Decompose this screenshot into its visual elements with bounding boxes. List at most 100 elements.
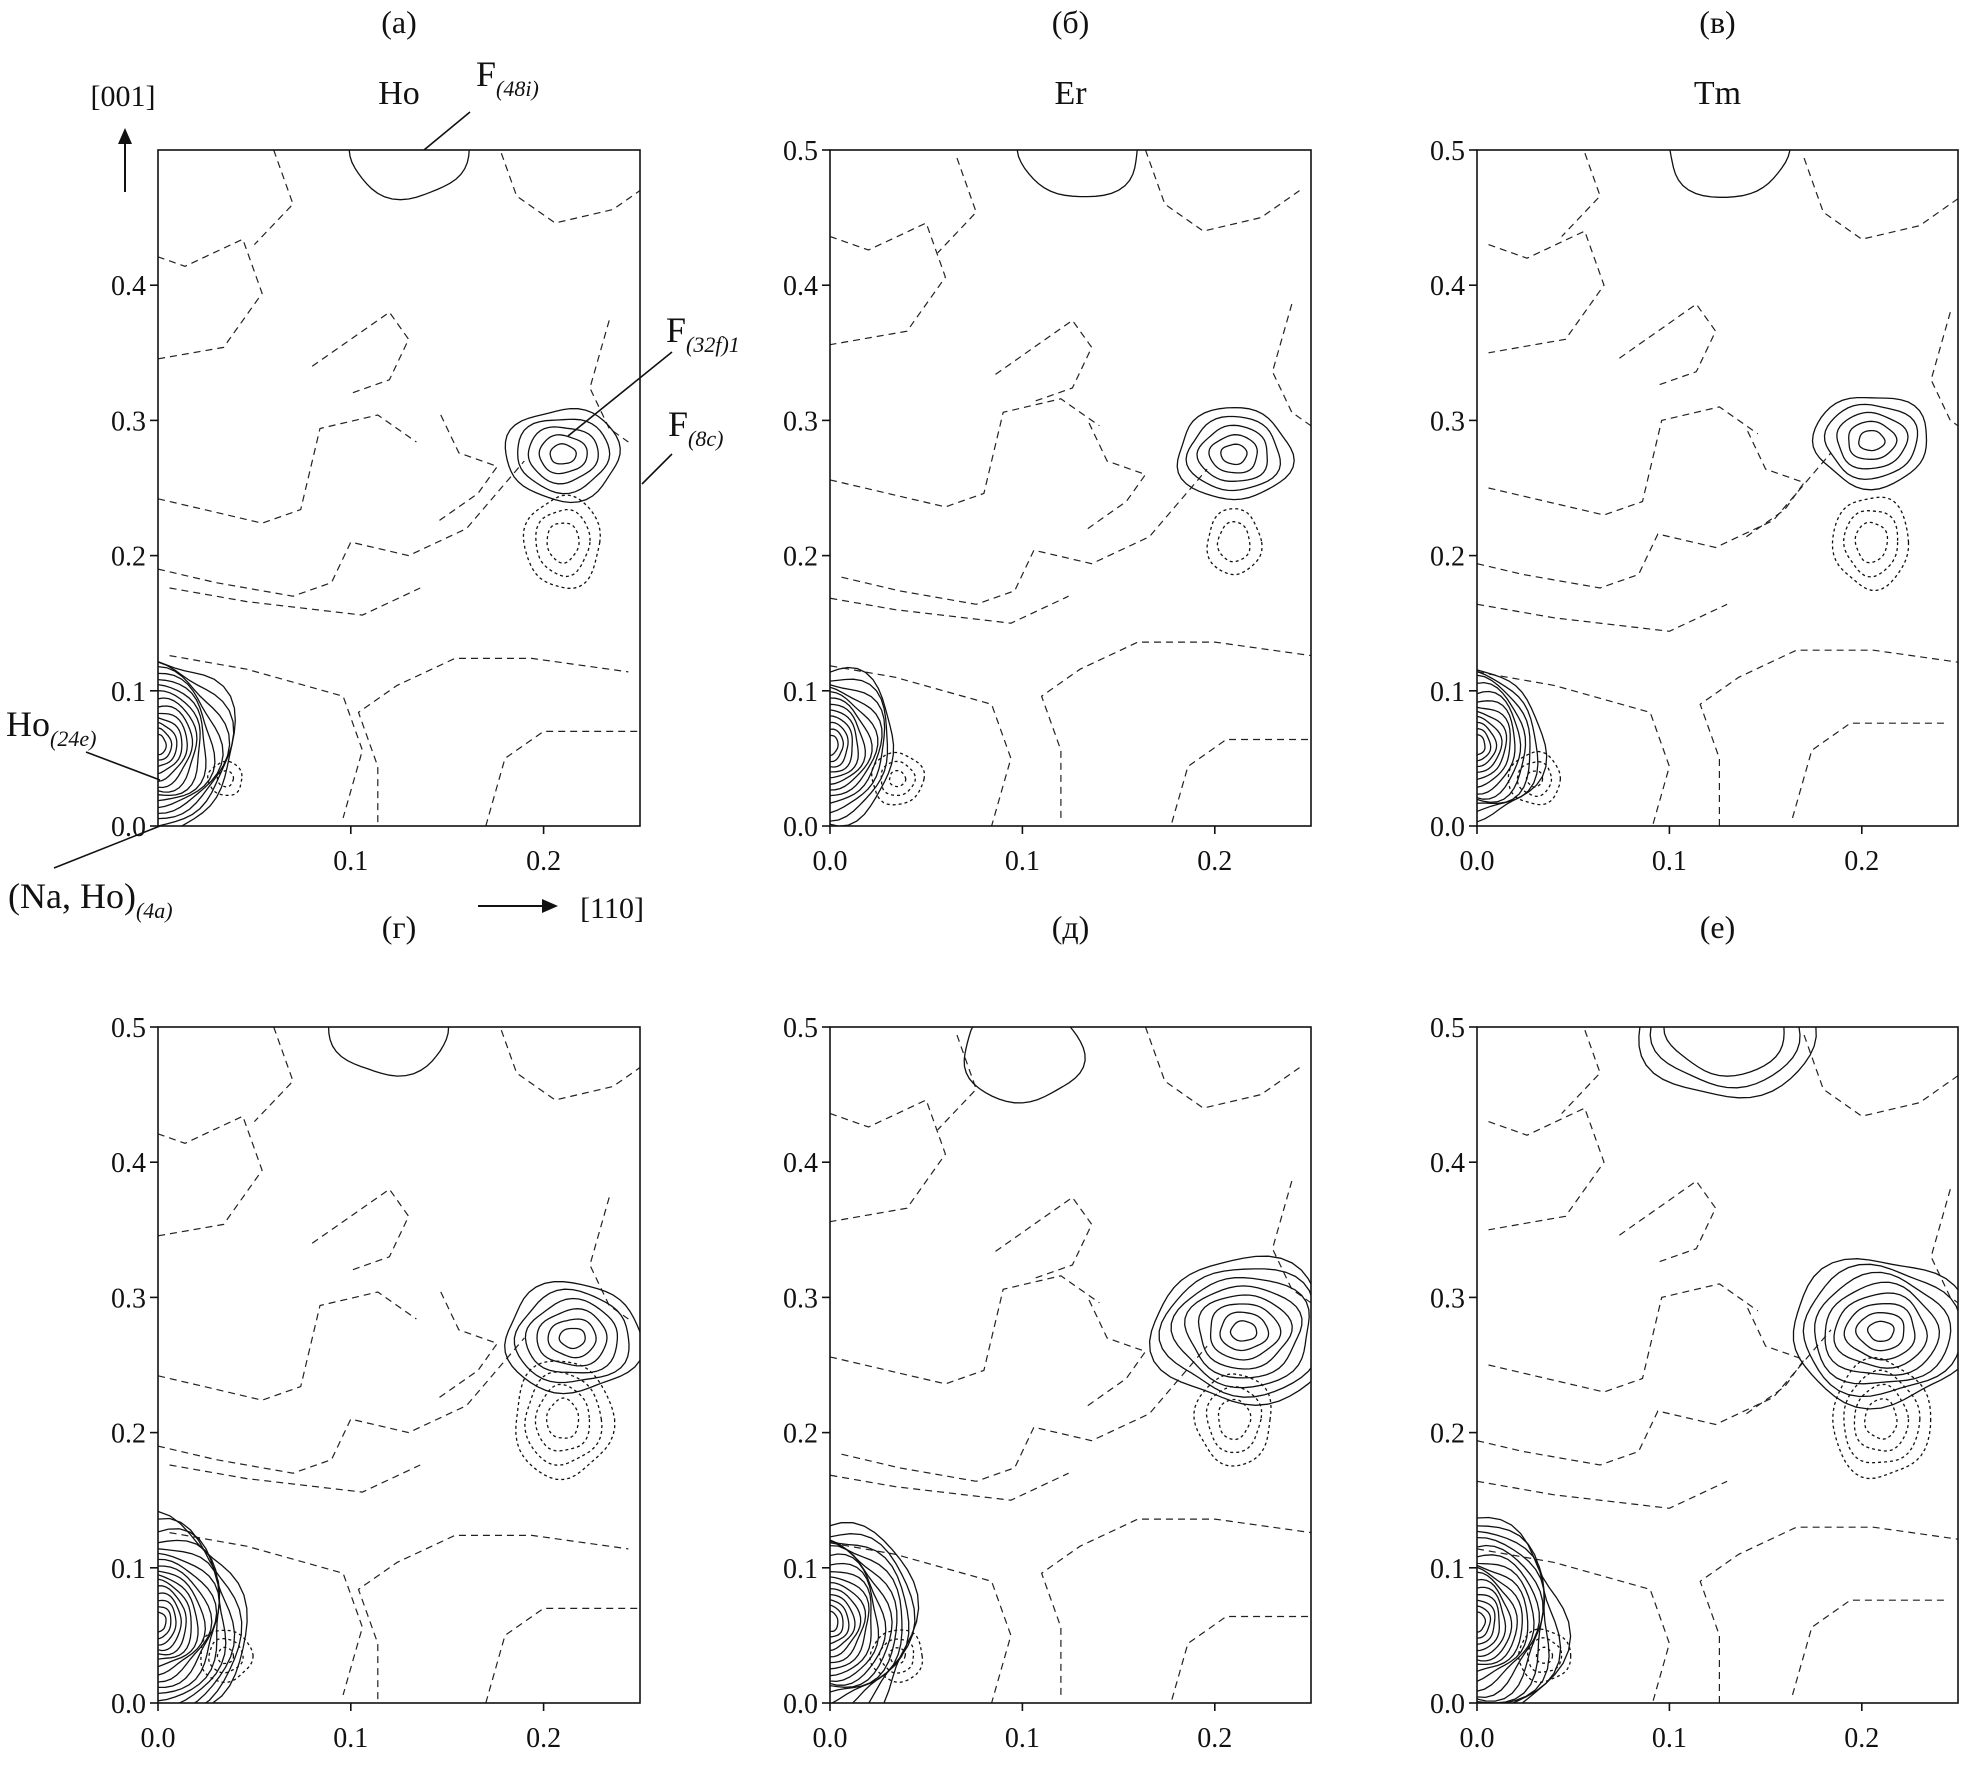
zero-contour-line: [1040, 641, 1311, 818]
zero-contour-line: [357, 657, 629, 826]
zero-contour-line: [1271, 303, 1311, 427]
negative-density-contour: [871, 751, 926, 806]
positive-density-contour: [1176, 406, 1295, 501]
zero-contour-line: [499, 150, 640, 224]
positive-density-contour: [158, 727, 173, 761]
zero-contour-line: [830, 1472, 1069, 1501]
site-annotation-base: Ho: [6, 704, 50, 744]
positive-density-contour: [1833, 1292, 1928, 1369]
y-tick-label: 0.2: [111, 542, 146, 573]
plot-frame: [1476, 1026, 1959, 1704]
positive-density-contour: [830, 1599, 850, 1645]
plot-frame: [829, 1026, 1312, 1704]
plot-frame: [829, 149, 1312, 827]
site-annotation-subscript: (48i): [496, 76, 539, 101]
negative-density-contour: [1205, 1385, 1263, 1454]
positive-density-contour: [158, 1565, 213, 1683]
positive-density-contour: [158, 733, 167, 756]
positive-density-contour: [1477, 1525, 1562, 1703]
zero-contour-line: [169, 655, 364, 819]
x-tick-label: 0.0: [141, 1723, 176, 1754]
zero-contour-line: [169, 1532, 364, 1696]
zero-contour-line: [311, 1188, 410, 1271]
negative-density-contour: [1854, 521, 1889, 564]
site-annotation: F(48i): [476, 54, 539, 101]
positive-density-contour: [1477, 1599, 1496, 1645]
positive-density-contour: [158, 705, 194, 789]
zero-contour-line: [1488, 1283, 1759, 1393]
positive-density-contour: [348, 150, 470, 201]
positive-density-contour: [1477, 1605, 1492, 1639]
panel-element-label: Tm: [1694, 75, 1741, 112]
zero-contour-line: [1170, 1615, 1311, 1703]
positive-density-contour: [830, 690, 879, 797]
positive-density-contour: [1209, 1303, 1282, 1361]
positive-density-contour: [1477, 1578, 1513, 1662]
positive-density-contour: [963, 1027, 1086, 1104]
positive-density-contour: [1836, 411, 1909, 470]
positive-density-contour: [158, 1592, 182, 1652]
y-tick-label: 0.1: [1430, 1554, 1465, 1585]
zero-contour-line: [1087, 420, 1147, 530]
positive-density-contour: [158, 1548, 221, 1702]
negative-density-contour: [1525, 770, 1544, 788]
positive-density-contour: [1477, 1516, 1572, 1703]
x-tick-label: 0.1: [333, 1723, 368, 1754]
panel-letter: (д): [1052, 909, 1090, 945]
positive-density-contour: [1477, 1566, 1523, 1672]
positive-density-contour: [1016, 150, 1138, 198]
x-tick-label: 0.1: [333, 846, 368, 877]
negative-density-contour: [515, 1360, 616, 1481]
positive-density-contour: [158, 1585, 187, 1656]
contour-panel: 0.0 0.1 0.2 0.3 0.4 0.5 0.0 0.1 0.2 (б) Er: [783, 4, 1312, 877]
negative-density-contour: [535, 508, 591, 578]
zero-contour-line: [830, 1099, 947, 1223]
positive-density-contour: [830, 1562, 880, 1683]
zero-contour-line: [841, 1345, 1208, 1482]
x-tick-label: 0.2: [1844, 846, 1879, 877]
x-tick-label: 0.1: [1652, 846, 1687, 877]
positive-density-contour: [1792, 1258, 1958, 1410]
plot-frame: [157, 1026, 641, 1704]
positive-density-contour: [830, 1533, 916, 1703]
zero-contour-line: [841, 468, 1208, 605]
negative-density-contour: [1206, 508, 1263, 576]
y-tick-label: 0.0: [111, 1689, 146, 1720]
site-annotation-subscript: (4a): [136, 898, 173, 923]
y-tick-label: 0.4: [111, 271, 146, 302]
x-tick-label: 0.0: [813, 1723, 848, 1754]
y-tick-label: 0.3: [783, 406, 818, 437]
panel-element-label: Ho: [378, 75, 420, 112]
positive-density-contour: [1197, 1294, 1293, 1370]
plot-area: [158, 1027, 640, 1703]
arrowhead-icon: [542, 899, 558, 913]
positive-density-contour: [1185, 415, 1282, 492]
positive-density-contour: [1220, 443, 1248, 466]
positive-density-contour: [1477, 1554, 1540, 1699]
positive-density-contour: [513, 1288, 630, 1384]
negative-density-contour: [545, 1397, 580, 1439]
site-annotation: (Na, Ho)(4a): [8, 876, 173, 923]
positive-density-contour: [830, 678, 889, 822]
positive-density-contour: [538, 434, 588, 475]
negative-density-contour: [522, 494, 601, 589]
panel-letter: (г): [382, 909, 416, 945]
positive-density-contour: [830, 703, 866, 785]
y-tick-label: 0.3: [1430, 406, 1465, 437]
positive-density-contour: [1229, 1320, 1258, 1342]
zero-contour-line: [1488, 230, 1605, 354]
positive-density-contour: [1823, 403, 1919, 481]
positive-density-contour: [158, 1599, 177, 1646]
annotation-leader-line: [85, 751, 161, 781]
zero-contour-line: [311, 311, 410, 394]
zero-contour-line: [1699, 649, 1958, 826]
panel-element-label: Er: [1054, 75, 1087, 112]
positive-density-contour: [524, 1297, 619, 1374]
positive-density-contour: [830, 1593, 856, 1652]
positive-density-contour: [158, 1611, 167, 1633]
positive-density-contour: [1477, 710, 1508, 781]
positive-density-contour: [1477, 721, 1498, 768]
y-tick-label: 0.1: [111, 677, 146, 708]
positive-density-contour: [158, 1574, 199, 1668]
